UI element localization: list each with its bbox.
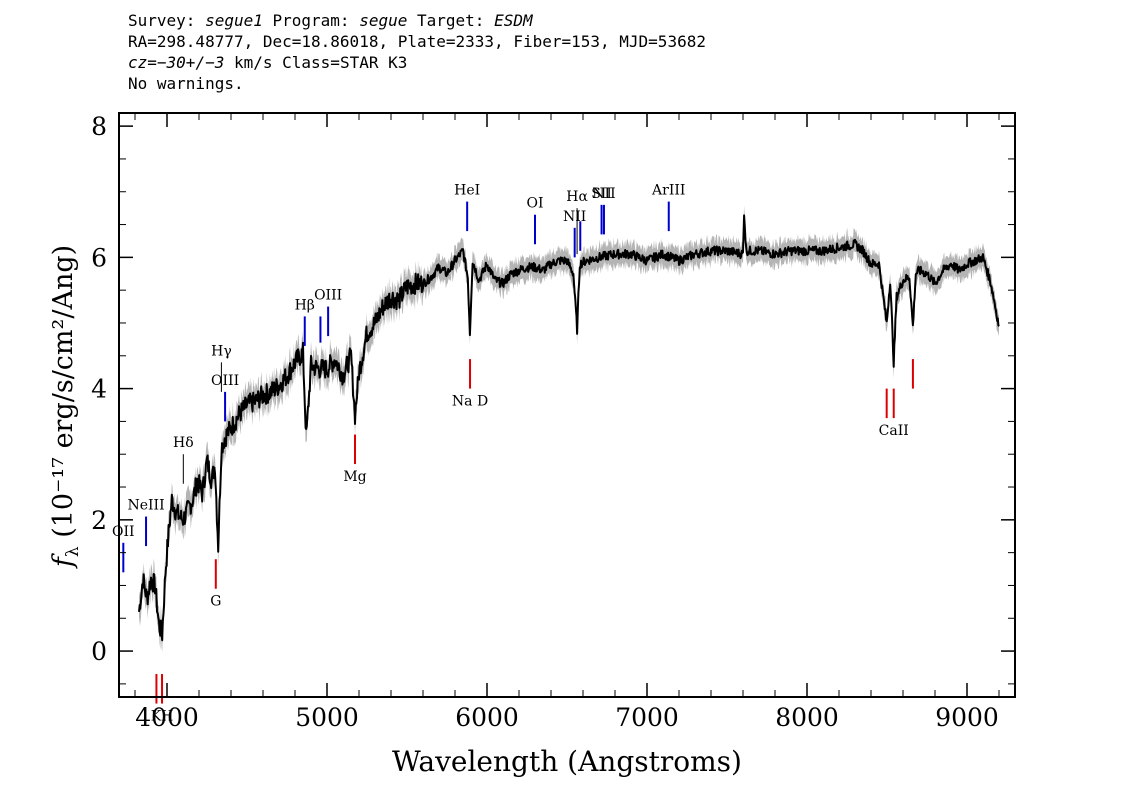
line-label: OI [526, 196, 543, 212]
line-label: SII [591, 186, 612, 202]
class-text: km/s Class=STAR K3 [224, 53, 408, 72]
line-label: OIII [211, 373, 239, 389]
plot-frame [118, 112, 1016, 698]
x-tick-label: 9000 [935, 703, 999, 732]
line-label: ArIII [651, 183, 685, 199]
x-axis-label: Wavelength (Angstroms) [392, 745, 742, 778]
line-label: OIII [314, 288, 342, 304]
flux-layer [138, 214, 1000, 642]
line-label: OII [112, 524, 135, 540]
survey-value: segue1 [205, 11, 263, 30]
y-tick-label: 0 [91, 637, 107, 666]
cz-label: cz= [128, 53, 157, 72]
line-label: Hδ [173, 435, 194, 451]
line-label: NII [563, 209, 586, 225]
line-label: Hγ [211, 343, 232, 359]
cz-value: −30+/−3 [156, 53, 225, 72]
x-tick-label: 4000 [135, 703, 199, 732]
line-label: G [210, 594, 221, 610]
y-axis-label: fλ (10⁻¹⁷ erg/s/cm²/Ang) [48, 245, 83, 569]
line-label: Hα [566, 189, 588, 205]
line-label: HeI [454, 183, 480, 199]
y-tick-label: 2 [91, 506, 107, 535]
line-label: Mg [343, 469, 366, 485]
x-tick-label: 7000 [615, 703, 679, 732]
program-value: segue [359, 11, 408, 30]
spectrum-header: Survey: segue1 Program: segue Target: ES… [128, 10, 706, 94]
line-label: NeIII [127, 498, 164, 514]
survey-label: Survey: [128, 11, 206, 30]
line-label: KH [151, 709, 174, 725]
header-line-4: No warnings. [128, 74, 244, 93]
y-tick-label: 6 [91, 243, 107, 272]
line-label: Hβ [295, 297, 315, 313]
error-band-layer [139, 205, 999, 653]
target-label: Target: [407, 11, 495, 30]
axes-layer: 4000 5000 6000 7000 8000 9000 0 2 4 6 8 [91, 112, 1016, 732]
header-line-3: cz=−30+/−3 km/s Class=STAR K3 [128, 52, 706, 73]
error-band [139, 205, 999, 653]
y-tick-label: 4 [91, 375, 107, 404]
target-value: ESDM [494, 11, 533, 30]
header-line-2: RA=298.48777, Dec=18.86018, Plate=2333, … [128, 32, 706, 51]
x-tick-label: 8000 [775, 703, 839, 732]
line-label: CaII [879, 423, 909, 439]
x-tick-label: 6000 [455, 703, 519, 732]
line-label: NII [592, 186, 615, 202]
line-label: Na D [452, 394, 488, 410]
program-label: Program: [262, 11, 360, 30]
x-tick-label: 5000 [295, 703, 359, 732]
header-line-1: Survey: segue1 Program: segue Target: ES… [128, 10, 706, 31]
y-tick-label: 8 [91, 112, 107, 141]
flux-line [138, 214, 1000, 642]
